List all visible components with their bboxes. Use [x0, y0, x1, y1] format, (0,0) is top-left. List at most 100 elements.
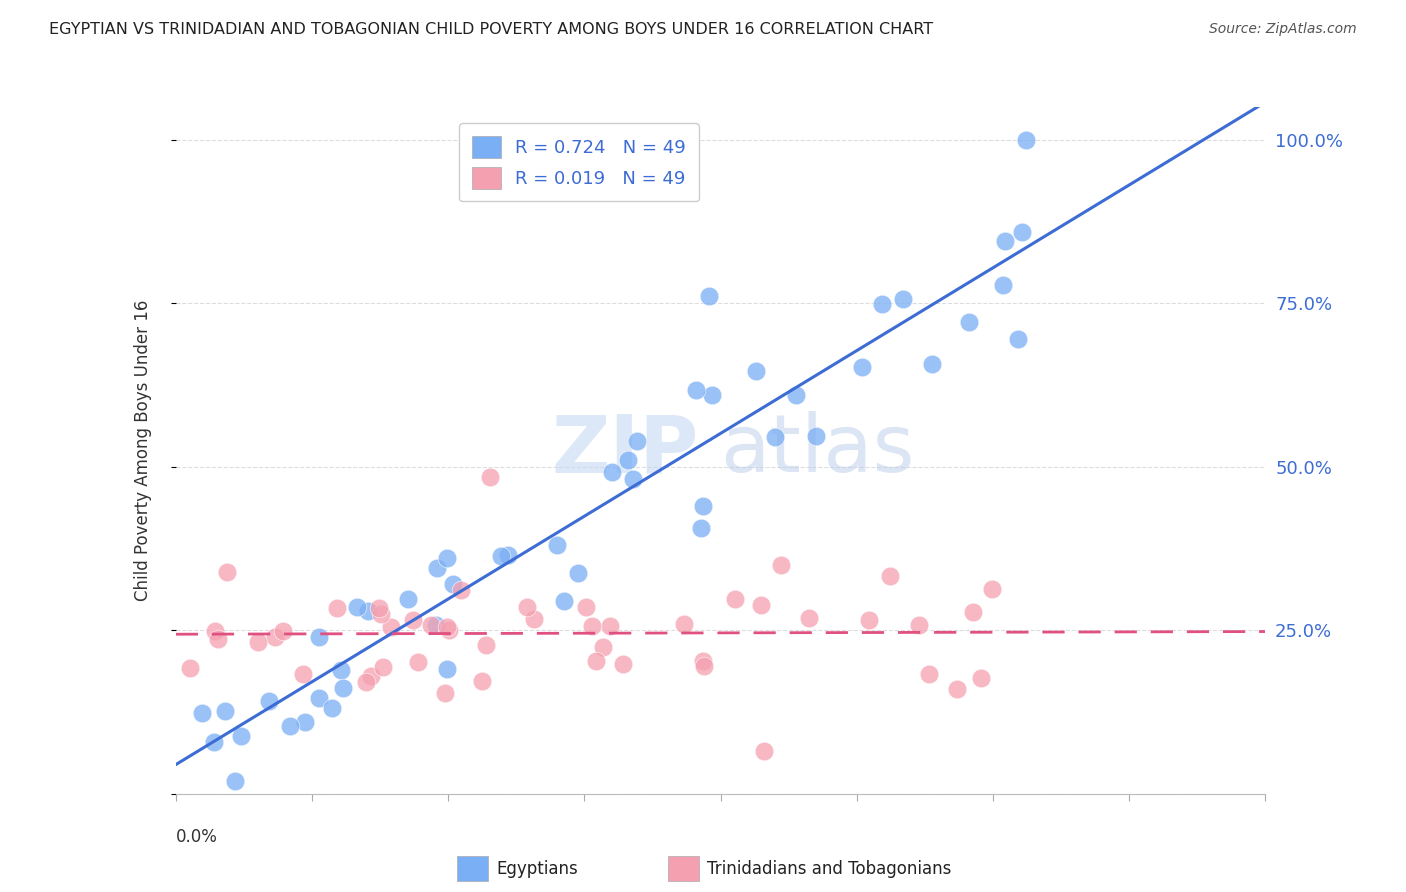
- Point: [450, 582, 472, 597]
- Point: [702, 387, 724, 401]
- Point: [612, 657, 634, 672]
- Point: [396, 592, 419, 607]
- Point: [907, 618, 929, 632]
- Point: [918, 667, 941, 681]
- Point: [179, 661, 201, 675]
- Point: [617, 453, 640, 467]
- Point: [697, 289, 720, 303]
- Point: [981, 582, 1004, 596]
- Point: [749, 598, 772, 612]
- Text: atlas: atlas: [721, 411, 915, 490]
- Point: [592, 640, 614, 654]
- Point: [214, 704, 236, 718]
- Point: [626, 434, 648, 448]
- Point: [204, 624, 226, 639]
- Point: [271, 624, 294, 638]
- Point: [785, 388, 807, 402]
- Point: [443, 577, 465, 591]
- Point: [326, 601, 349, 615]
- Point: [851, 359, 873, 374]
- Point: [224, 773, 246, 788]
- Point: [436, 662, 458, 676]
- Point: [263, 630, 285, 644]
- Point: [406, 655, 429, 669]
- Legend: R = 0.724   N = 49, R = 0.019   N = 49: R = 0.724 N = 49, R = 0.019 N = 49: [460, 123, 699, 202]
- Point: [1011, 225, 1033, 239]
- Point: [425, 618, 447, 632]
- Point: [962, 605, 984, 619]
- Point: [553, 594, 575, 608]
- Point: [993, 278, 1015, 293]
- Point: [380, 620, 402, 634]
- Point: [330, 663, 353, 677]
- Point: [292, 666, 315, 681]
- Point: [294, 715, 316, 730]
- Point: [475, 638, 498, 652]
- Point: [368, 601, 391, 615]
- Point: [970, 671, 993, 685]
- Text: EGYPTIAN VS TRINIDADIAN AND TOBAGONIAN CHILD POVERTY AMONG BOYS UNDER 16 CORRELA: EGYPTIAN VS TRINIDADIAN AND TOBAGONIAN C…: [49, 22, 934, 37]
- Point: [567, 566, 589, 580]
- Point: [346, 599, 368, 614]
- Point: [546, 538, 568, 552]
- Point: [402, 613, 425, 627]
- Text: Trinidadians and Tobagonians: Trinidadians and Tobagonians: [707, 860, 952, 878]
- Point: [229, 729, 252, 743]
- Point: [207, 632, 229, 647]
- Point: [921, 357, 943, 371]
- Point: [600, 465, 623, 479]
- Point: [946, 681, 969, 696]
- Text: ZIP: ZIP: [551, 411, 699, 490]
- Point: [574, 599, 596, 614]
- Point: [745, 363, 768, 377]
- Point: [257, 694, 280, 708]
- Y-axis label: Child Poverty Among Boys Under 16: Child Poverty Among Boys Under 16: [134, 300, 152, 601]
- Point: [371, 660, 394, 674]
- Point: [599, 618, 621, 632]
- Point: [891, 292, 914, 306]
- Point: [356, 675, 378, 690]
- Point: [1007, 332, 1029, 346]
- Point: [496, 549, 519, 563]
- Point: [360, 669, 382, 683]
- Point: [621, 472, 644, 486]
- Point: [191, 706, 214, 720]
- Point: [321, 701, 343, 715]
- Point: [692, 654, 714, 668]
- Point: [1015, 133, 1038, 147]
- Point: [685, 383, 707, 397]
- Point: [370, 607, 392, 621]
- Point: [770, 558, 793, 572]
- Point: [215, 566, 238, 580]
- Point: [471, 673, 494, 688]
- Point: [426, 560, 449, 574]
- Point: [515, 599, 537, 614]
- Point: [797, 611, 820, 625]
- Text: Egyptians: Egyptians: [496, 860, 578, 878]
- Point: [247, 635, 270, 649]
- Point: [581, 619, 603, 633]
- Point: [434, 686, 457, 700]
- Point: [585, 654, 607, 668]
- Point: [870, 297, 893, 311]
- Point: [692, 658, 714, 673]
- Point: [879, 569, 901, 583]
- Point: [357, 604, 380, 618]
- Point: [523, 612, 546, 626]
- Point: [436, 551, 458, 566]
- Point: [754, 744, 776, 758]
- Point: [690, 520, 713, 534]
- Point: [278, 719, 301, 733]
- Point: [420, 617, 443, 632]
- Point: [858, 613, 880, 627]
- Point: [724, 591, 747, 606]
- Point: [332, 681, 354, 695]
- Point: [202, 735, 225, 749]
- Point: [804, 428, 827, 442]
- Text: Source: ZipAtlas.com: Source: ZipAtlas.com: [1209, 22, 1357, 37]
- Point: [672, 616, 695, 631]
- Point: [957, 315, 980, 329]
- Text: 0.0%: 0.0%: [176, 828, 218, 847]
- Point: [763, 430, 786, 444]
- Point: [489, 549, 512, 563]
